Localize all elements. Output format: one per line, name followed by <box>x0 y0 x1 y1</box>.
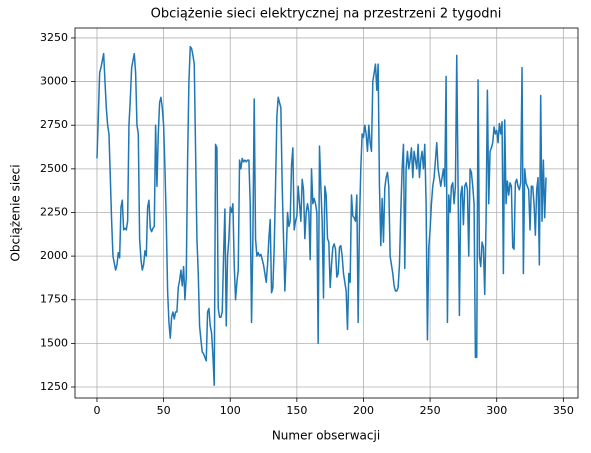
plot-frame <box>74 27 579 399</box>
y-tick-label: 3250 <box>40 31 68 44</box>
x-tick-label: 150 <box>286 404 307 417</box>
data-line <box>96 45 547 387</box>
x-tick-label: 0 <box>93 404 100 417</box>
x-tick-label: 100 <box>220 404 241 417</box>
x-tick-label: 300 <box>486 404 507 417</box>
x-tick-label: 350 <box>553 404 574 417</box>
y-tick-label: 1250 <box>40 380 68 393</box>
x-tick-label: 250 <box>420 404 441 417</box>
y-tick-label: 2750 <box>40 118 68 131</box>
y-tick-label: 1750 <box>40 293 68 306</box>
y-tick-label: 2250 <box>40 205 68 218</box>
x-axis-label: Numer obserwacji <box>272 429 380 443</box>
x-tick-label: 50 <box>157 404 171 417</box>
chart-title: Obciążenie sieci elektrycznej na przestr… <box>151 7 502 22</box>
y-tick-label: 2000 <box>40 249 68 262</box>
y-tick-label: 1500 <box>40 336 68 349</box>
y-tick-label: 3000 <box>40 75 68 88</box>
y-axis-label: Obciążenie sieci <box>9 164 23 261</box>
y-tick-label: 2500 <box>40 162 68 175</box>
x-tick-label: 200 <box>353 404 374 417</box>
